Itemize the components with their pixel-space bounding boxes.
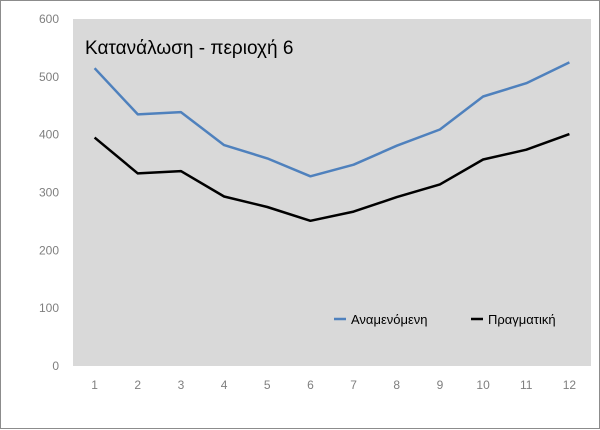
y-tick-label: 600 (39, 12, 59, 26)
x-tick-label: 10 (476, 378, 490, 392)
y-tick-label: 100 (39, 301, 59, 315)
x-tick-label: 6 (307, 378, 314, 392)
x-tick-label: 1 (91, 378, 98, 392)
y-tick-label: 400 (39, 128, 59, 142)
x-tick-label: 11 (520, 378, 533, 392)
legend-label-2: Πραγματική (488, 312, 556, 327)
chart-title: Κατανάλωση - περιοχή 6 (85, 38, 293, 59)
y-tick-label: 300 (39, 186, 59, 200)
y-axis-ticks: 0 100 200 300 400 500 600 (39, 12, 59, 373)
plot-area (73, 19, 591, 366)
x-tick-label: 7 (350, 378, 357, 392)
series-lines (93, 61, 570, 223)
x-tick-label: 4 (221, 378, 228, 392)
x-tick-label: 12 (563, 378, 577, 392)
x-tick-label: 2 (134, 378, 141, 392)
series-line-2 (93, 132, 570, 223)
series-line-1 (93, 61, 570, 178)
y-tick-label: 200 (39, 243, 59, 257)
x-tick-label: 8 (393, 378, 400, 392)
x-tick-label: 5 (264, 378, 271, 392)
y-tick-label: 0 (52, 359, 59, 373)
x-tick-label: 9 (437, 378, 444, 392)
y-tick-label: 500 (39, 70, 59, 84)
x-tick-label: 3 (178, 378, 185, 392)
legend-label-1: Αναμενόμενη (351, 312, 427, 327)
legend: Αναμενόμενη Πραγματική (334, 312, 556, 327)
x-axis-ticks: 1 2 3 4 5 6 7 8 9 10 11 12 (91, 378, 576, 392)
